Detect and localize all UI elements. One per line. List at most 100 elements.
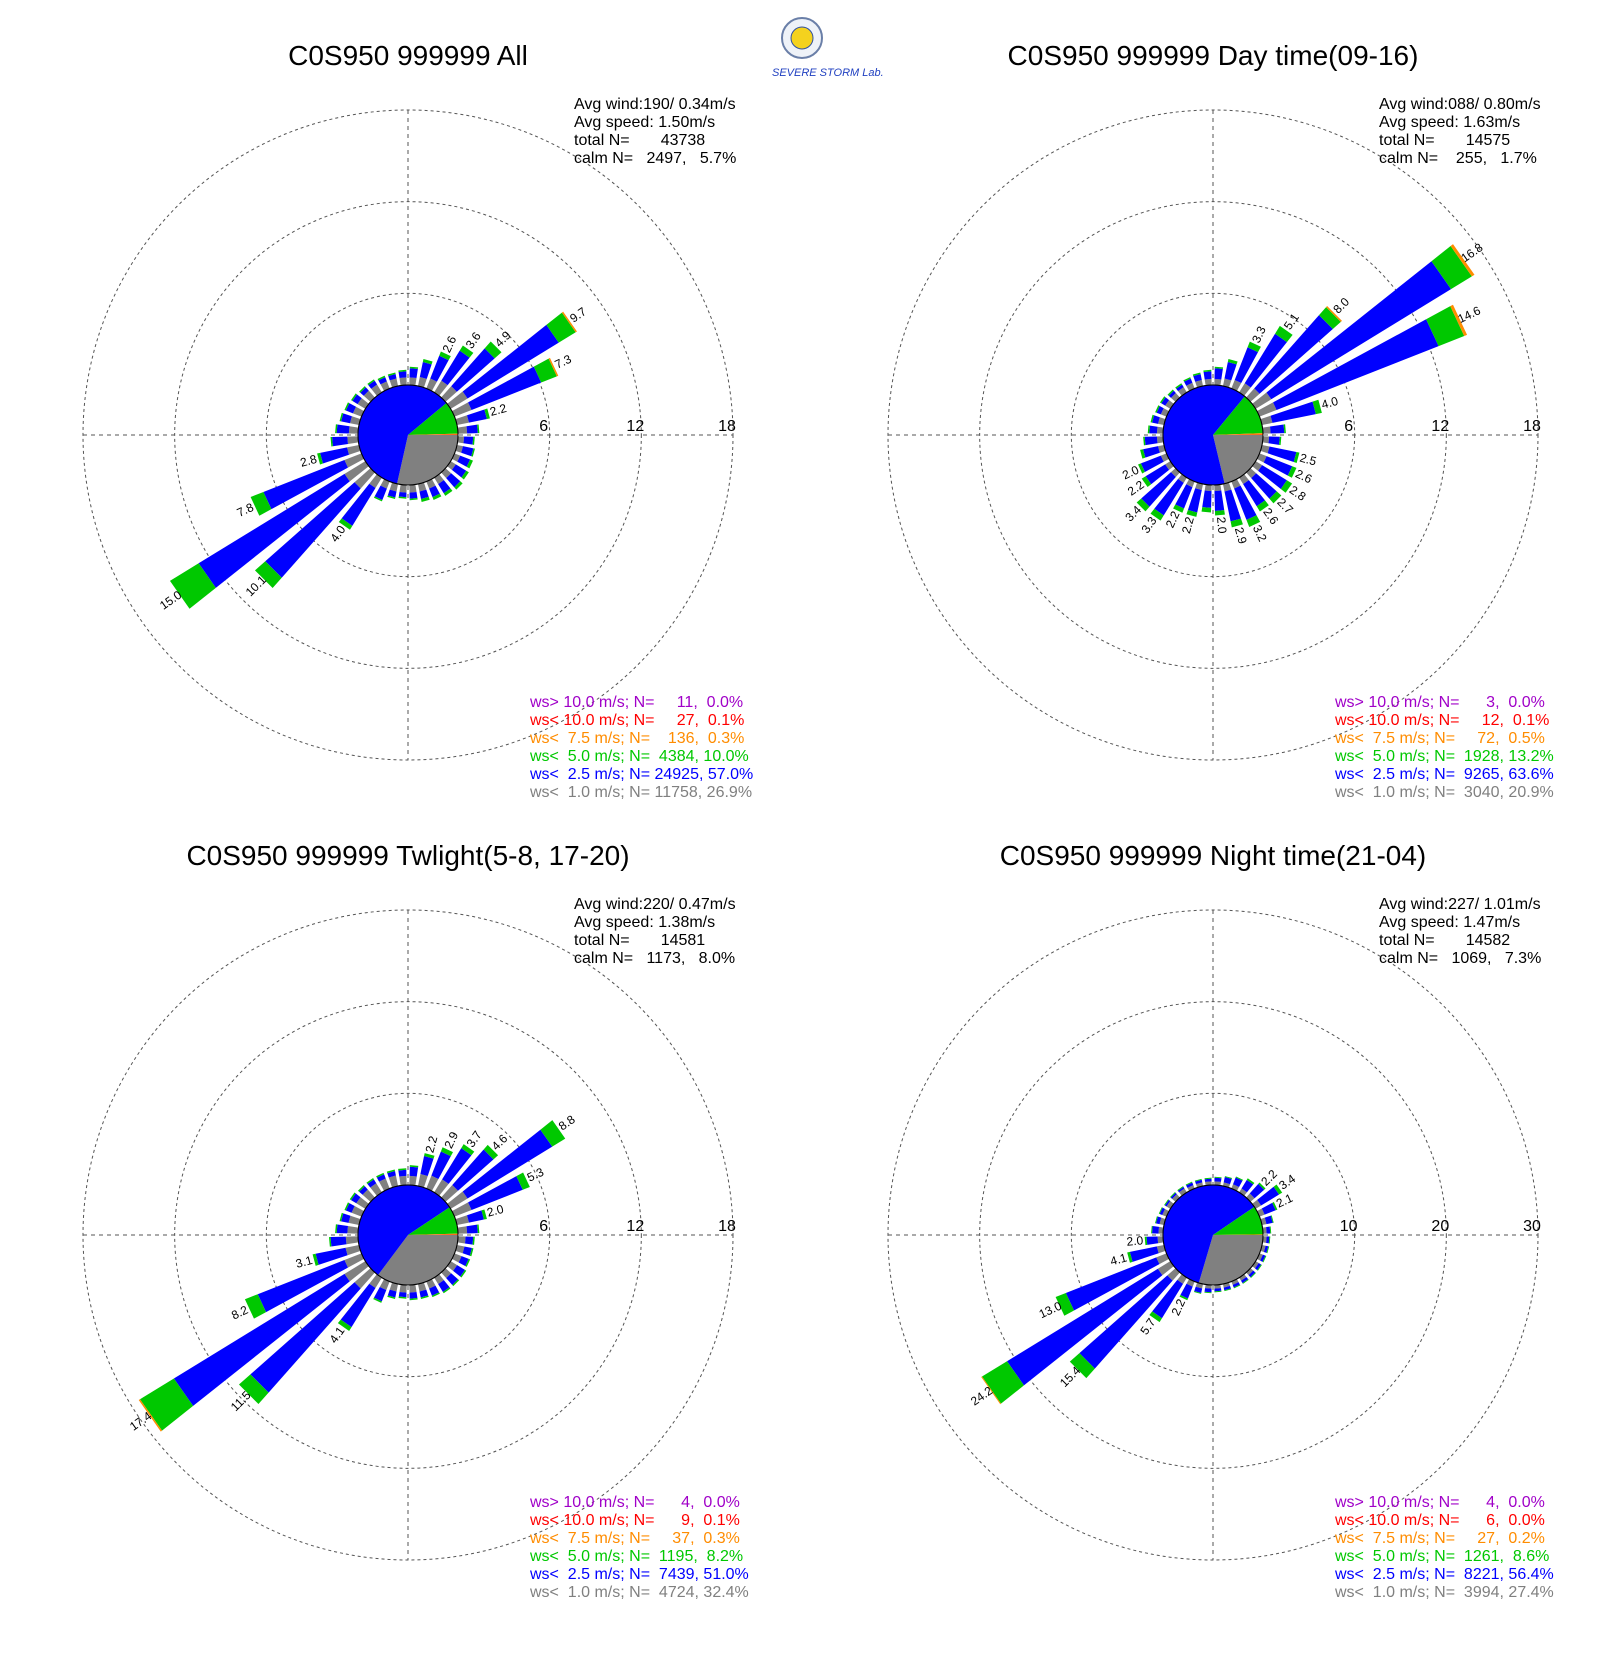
windrose-bar-segment — [561, 311, 577, 333]
windrose-bar-segment — [339, 412, 344, 422]
bar-value-label: 3.2 — [1250, 523, 1270, 544]
windrose-bar-segment — [350, 416, 361, 426]
windrose-bar-segment — [335, 424, 338, 434]
windrose-bar-segment — [1450, 304, 1468, 337]
windrose-bar-segment — [344, 1202, 350, 1211]
legend-entry: ws< 5.0 m/s; N= 1195, 8.2% — [529, 1548, 743, 1565]
windrose-bar-segment — [1183, 377, 1191, 382]
windrose-bar-segment — [1260, 444, 1270, 454]
windrose-bar-segment — [1256, 1253, 1263, 1261]
windrose-bar-segment — [1214, 368, 1223, 380]
windrose-bar-segment — [387, 1171, 396, 1178]
windrose-bar-segment — [417, 482, 427, 492]
windrose-bar-segment — [409, 498, 418, 501]
windrose-bar-segment — [1258, 465, 1287, 489]
windrose-bar-segment — [1326, 306, 1342, 322]
windrose-bar-segment — [471, 448, 475, 457]
windrose-bar-segment — [341, 1213, 351, 1223]
windrose-bar-segment — [1156, 1244, 1166, 1254]
windrose-bar-segment — [1230, 518, 1243, 528]
windrose-bar-segment — [451, 1253, 462, 1263]
stat-line: Avg speed: 1.38m/s — [574, 914, 715, 931]
windrose-bar-segment — [1150, 508, 1164, 521]
windrose-bar-segment — [409, 1166, 419, 1177]
windrose-bar-segment — [472, 436, 475, 445]
windrose-bar-segment — [1155, 405, 1160, 413]
windrose-bar-segment — [344, 1253, 365, 1268]
windrose-bar-segment — [335, 1224, 338, 1234]
windrose-bar-segment — [1204, 1288, 1212, 1293]
windrose-bar-segment — [1261, 1202, 1276, 1215]
windrose-bar-segment — [320, 447, 349, 464]
windrose-bar-segment — [1234, 347, 1258, 384]
legend-entry: ws< 7.5 m/s; N= 136, 0.3% — [529, 730, 744, 747]
windrose-bar-segment — [398, 369, 407, 372]
legend-entry: ws< 1.0 m/s; N= 3040, 20.9% — [1334, 784, 1554, 801]
windrose-bar-segment — [446, 1273, 459, 1286]
legend-entry: ws< 7.5 m/s; N= 72, 0.5% — [1334, 730, 1545, 747]
windrose-bar-segment — [1164, 1199, 1171, 1207]
windrose-bar-segment — [455, 415, 469, 426]
ring-label: 18 — [1523, 418, 1541, 435]
windrose-panel-night-time: C0S950 999999 Night time(21-04) 10 20 30 2.2… — [887, 840, 1554, 1601]
windrose-bar-segment — [1257, 1264, 1262, 1271]
windrose-bar-segment — [426, 478, 436, 489]
windrose-bar-segment — [398, 1168, 407, 1171]
windrose-bar-segment — [1233, 1284, 1241, 1289]
windrose-bar-segment — [1262, 436, 1270, 444]
windrose-bar-segment — [1167, 1268, 1180, 1281]
windrose-bar-segment — [347, 436, 359, 444]
windrose-bar-segment — [409, 1298, 418, 1301]
windrose-bar-segment — [1175, 484, 1193, 509]
windrose-bar-segment — [429, 485, 440, 498]
windrose-bar-segment — [356, 1197, 369, 1209]
windrose-bar-segment — [389, 378, 399, 388]
windrose-bar-segment — [1154, 478, 1184, 516]
windrose-bar-segment — [1168, 390, 1176, 398]
speed-pie-slice — [1213, 433, 1263, 435]
windrose-bar-segment — [1170, 1192, 1177, 1199]
legend-entry: ws> 10.0 m/s; N= 3, 0.0% — [1334, 694, 1545, 711]
windrose-bar-segment — [330, 436, 333, 447]
windrose-bar-segment — [483, 1144, 499, 1160]
windrose-bar-segment — [1273, 319, 1439, 410]
windrose-bar-segment — [533, 358, 557, 383]
windrose-bar-segment — [378, 377, 387, 385]
windrose-bar-segment — [431, 1292, 440, 1298]
windrose-bar-segment — [1175, 383, 1183, 389]
windrose-bar-segment — [1214, 1290, 1222, 1293]
windrose-bar-segment — [1260, 415, 1273, 426]
windrose-bar-segment — [368, 380, 378, 389]
windrose-bar-segment — [1312, 399, 1322, 415]
speed-pie-outline — [1162, 1184, 1264, 1286]
windrose-bar-segment — [1172, 1194, 1180, 1202]
windrose-bar-segment — [250, 1282, 361, 1393]
windrose-bar-segment — [1223, 1177, 1232, 1185]
windrose-bar-segment — [419, 362, 432, 379]
ring-label: 6 — [1344, 418, 1353, 435]
bar-value-label: 2.2 — [488, 401, 508, 419]
windrose-bar-segment — [1270, 401, 1316, 423]
windrose-bar-segment — [312, 1253, 319, 1266]
ring-label: 6 — [539, 1218, 548, 1235]
windrose-bar-segment — [438, 1280, 450, 1292]
windrose-bar-segment — [1269, 491, 1282, 504]
windrose-bar-segment — [409, 484, 417, 493]
windrose-panel-twilight: C0S950 999999 Twlight(5-8, 17-20) 6 12 18 2.… — [82, 840, 749, 1601]
windrose-bar-segment — [1214, 510, 1225, 516]
windrose-bar-segment — [431, 1151, 451, 1179]
windrose-bar-segment — [1214, 1176, 1222, 1179]
windrose-bar-segment — [1224, 1176, 1233, 1179]
stat-line: total N= 14581 — [574, 932, 705, 949]
windrose-bar-segment — [341, 413, 352, 424]
windrose-bar-segment — [1155, 1216, 1158, 1224]
windrose-bar-segment — [1186, 1182, 1194, 1188]
chart-title: C0S950 999999 Twlight(5-8, 17-20) — [186, 840, 629, 871]
windrose-bar-segment — [451, 348, 495, 392]
windrose-bar-segment — [421, 496, 430, 502]
windrose-bar-segment — [1151, 1225, 1153, 1234]
windrose-bar-segment — [438, 480, 451, 494]
windrose-bar-segment — [369, 474, 382, 489]
windrose-bar-segment — [540, 1120, 566, 1147]
